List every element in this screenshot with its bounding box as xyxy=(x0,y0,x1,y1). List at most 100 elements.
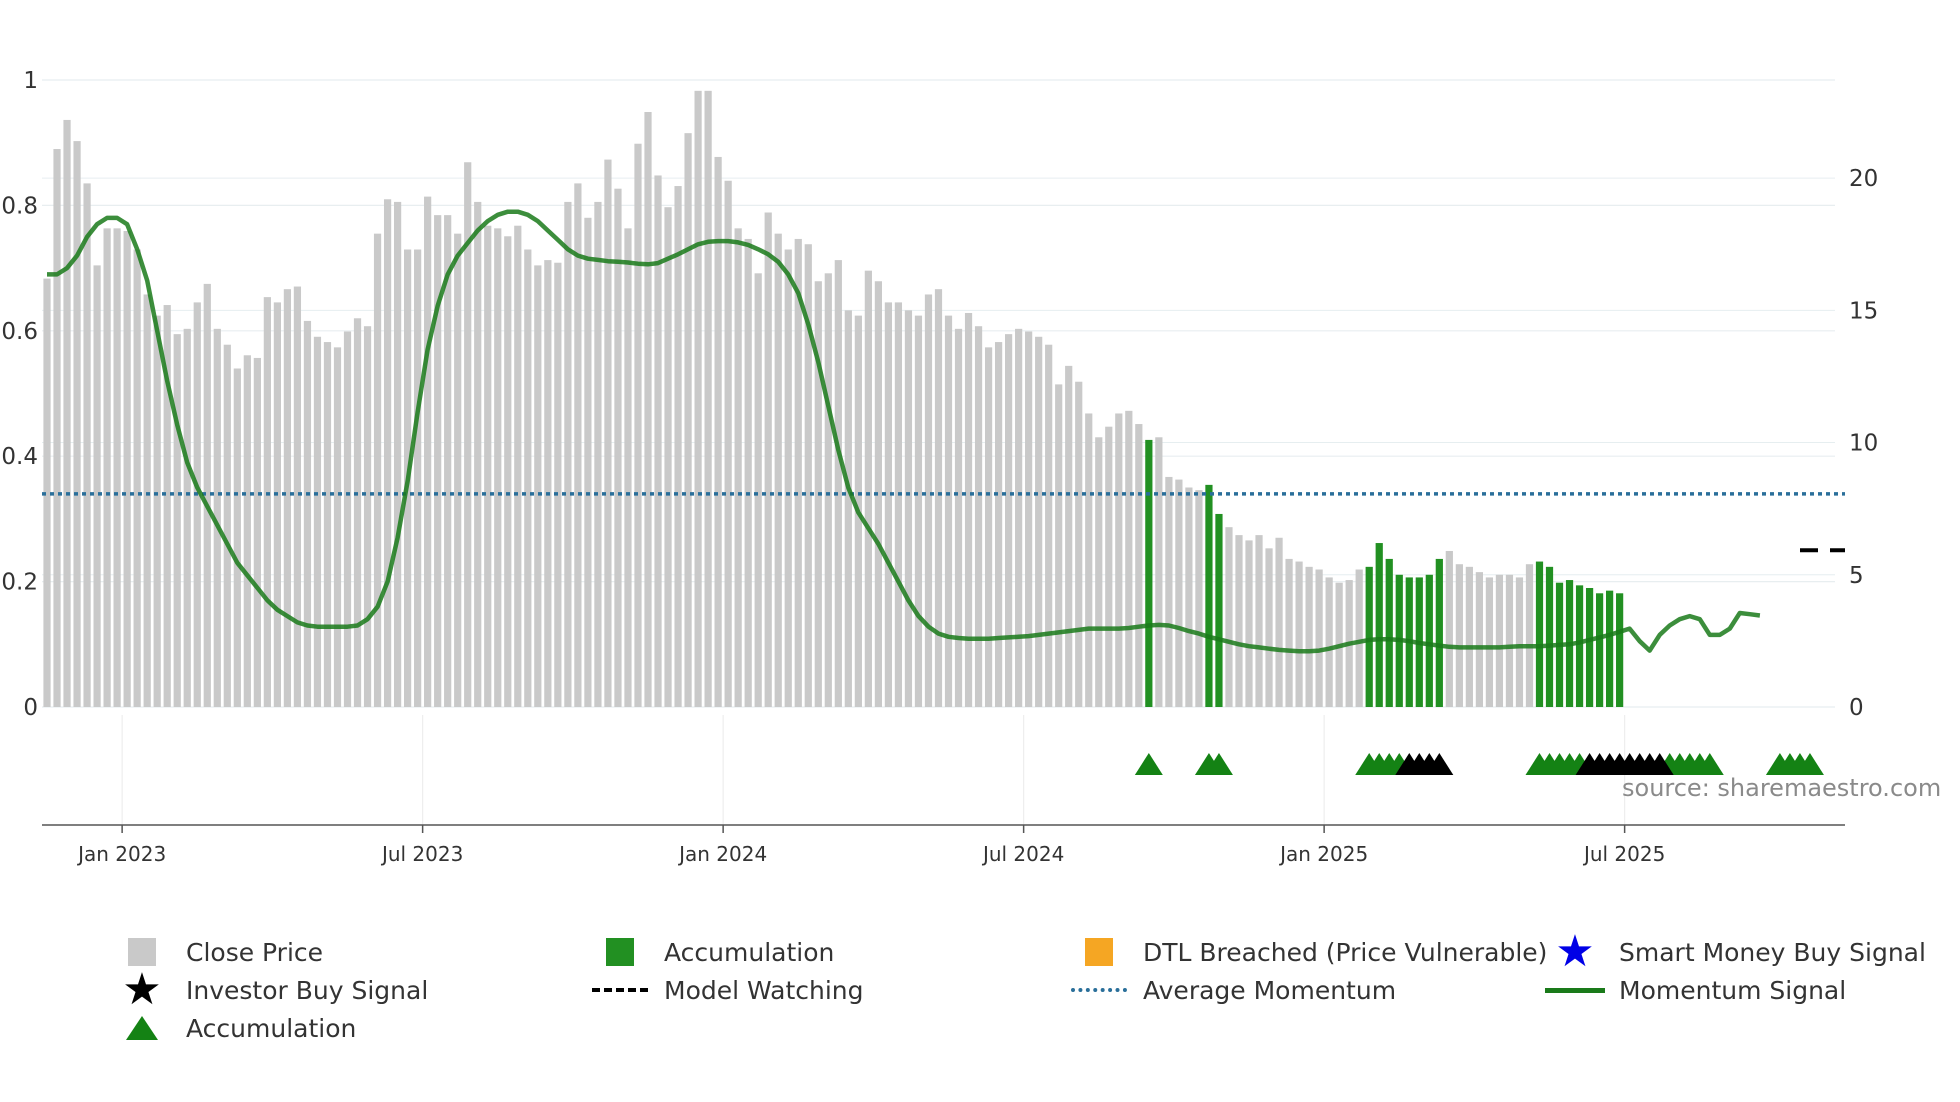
close-price-bar xyxy=(1125,410,1133,707)
close-price-bar xyxy=(1495,574,1504,707)
close-price-bar xyxy=(1265,548,1273,707)
left-tick-label: 0.4 xyxy=(1,444,38,470)
accumulation-bar xyxy=(1145,439,1153,707)
x-tick-label: Jan 2025 xyxy=(1278,842,1368,866)
close-price-bar xyxy=(1455,564,1463,707)
momentum-signal-line xyxy=(47,209,1761,654)
close-price-bar xyxy=(193,302,201,707)
x-axis-ticks: Jan 2023 Jul 2023 Jan 2024 Jul 2024 Jan 2025… xyxy=(76,825,1665,866)
close-price-bar xyxy=(1065,365,1073,707)
close-price-bar xyxy=(864,270,872,707)
close-price-bar xyxy=(994,342,1003,707)
close-price-bar xyxy=(1325,577,1333,707)
close-price-bar xyxy=(974,326,983,707)
close-price-bar xyxy=(393,201,402,707)
close-price-bar xyxy=(233,368,241,707)
close-price-bar xyxy=(1275,537,1283,707)
close-price-bar xyxy=(844,310,852,707)
close-price-bar xyxy=(1175,479,1183,707)
close-price-bar xyxy=(73,141,81,708)
close-price-bar xyxy=(1015,328,1023,707)
close-price-bar xyxy=(183,328,191,707)
close-price-bar xyxy=(894,302,903,707)
source-label: source: sharemaestro.com xyxy=(1622,774,1942,802)
right-tick-label: 15 xyxy=(1849,298,1878,324)
close-price-bar xyxy=(694,90,702,708)
close-price-bar xyxy=(43,278,51,707)
close-price-bar xyxy=(944,315,953,707)
close-price-bar xyxy=(163,305,171,707)
accumulation-bar xyxy=(1545,566,1554,707)
close-price-bar xyxy=(634,143,642,707)
close-price-bar xyxy=(684,133,692,708)
price-bars xyxy=(43,90,1624,708)
close-price-bar xyxy=(1295,561,1303,707)
close-price-bar xyxy=(1465,566,1473,707)
close-price-bar xyxy=(1075,381,1083,707)
right-tick-label: 10 xyxy=(1849,431,1878,457)
close-price-bar xyxy=(734,228,742,707)
close-price-bar xyxy=(1505,574,1514,707)
close-price-bar xyxy=(143,294,151,707)
accumulation-bar xyxy=(1385,558,1393,707)
close-price-bar xyxy=(554,262,562,707)
close-price-bar xyxy=(1105,426,1113,707)
close-price-bar xyxy=(1165,476,1173,707)
accumulation-bar xyxy=(1375,543,1383,707)
accumulation-marker xyxy=(1204,753,1233,775)
x-tick-label: Jan 2024 xyxy=(677,842,767,866)
close-price-bar xyxy=(1255,535,1263,707)
close-price-bar xyxy=(644,112,652,707)
close-price-bar xyxy=(514,225,522,707)
accumulation-marker xyxy=(1795,753,1824,775)
close-price-bar xyxy=(454,233,462,707)
close-price-bar xyxy=(1095,437,1103,707)
close-price-bar xyxy=(1155,437,1163,707)
right-tick-label: 20 xyxy=(1849,166,1878,192)
close-price-bar xyxy=(824,273,832,707)
close-price-bar xyxy=(383,199,392,707)
close-price-bar xyxy=(914,315,923,707)
close-price-bar xyxy=(1445,550,1453,707)
investor-buy-marker xyxy=(1645,753,1674,775)
signal-markers xyxy=(1134,753,1824,775)
close-price-bar xyxy=(1235,535,1243,707)
close-price-bar xyxy=(1135,424,1143,707)
close-price-bar xyxy=(1115,413,1123,707)
close-price-bar xyxy=(123,231,131,707)
close-price-bar xyxy=(343,331,352,707)
close-price-bar xyxy=(373,233,382,707)
close-price-bar xyxy=(954,328,963,707)
close-price-bar xyxy=(93,265,101,707)
close-price-bar xyxy=(1045,344,1053,707)
close-price-bar xyxy=(173,334,181,707)
left-tick-label: 1 xyxy=(23,68,38,94)
left-tick-label: 0 xyxy=(23,695,38,721)
close-price-bar xyxy=(544,260,552,707)
accumulation-bar xyxy=(1575,585,1584,707)
close-price-bar xyxy=(984,347,993,707)
close-price-bar xyxy=(353,318,362,707)
accumulation-bar xyxy=(1585,588,1594,707)
close-price-bar xyxy=(744,238,752,707)
accumulation-bar xyxy=(1215,513,1223,707)
close-price-bar xyxy=(714,156,722,707)
close-price-bar xyxy=(1225,527,1233,707)
close-price-bar xyxy=(1475,572,1483,707)
close-price-bar xyxy=(1085,413,1093,707)
close-price-bar xyxy=(704,90,712,708)
close-price-bar xyxy=(1485,577,1494,707)
close-price-bar xyxy=(624,228,632,707)
close-price-bar xyxy=(664,207,672,707)
close-price-bar xyxy=(604,159,612,708)
x-tick-label: Jul 2023 xyxy=(380,842,463,866)
close-price-bar xyxy=(1315,569,1323,707)
accumulation-bar xyxy=(1365,566,1373,707)
close-price-bar xyxy=(934,289,943,707)
close-price-bar xyxy=(1245,540,1253,707)
close-price-bar xyxy=(884,302,893,707)
close-price-bar xyxy=(964,312,973,707)
close-price-bar xyxy=(1355,569,1363,707)
close-price-bar xyxy=(654,175,662,707)
left-axis-ticks: 0 0.2 0.4 0.6 0.8 1 xyxy=(1,68,38,721)
